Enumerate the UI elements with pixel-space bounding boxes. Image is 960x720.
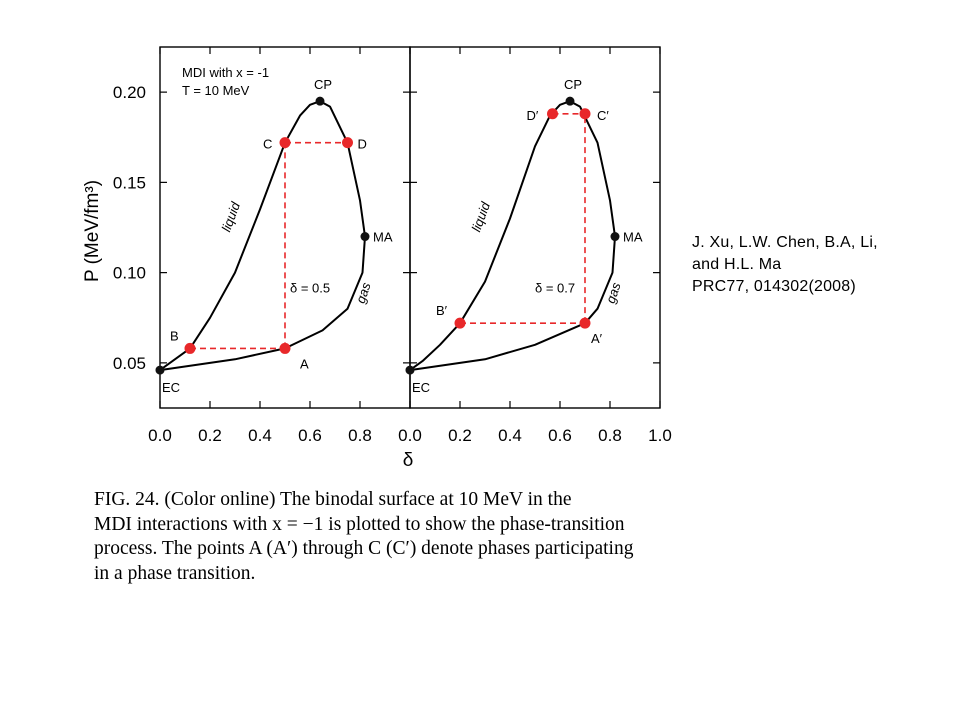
x-tick-label: 0.6 bbox=[548, 426, 572, 445]
point-label: MA bbox=[373, 230, 393, 245]
point-label: A′ bbox=[591, 331, 603, 346]
point-cp bbox=[315, 96, 325, 106]
citation: J. Xu, L.W. Chen, B.A, Li, and H.L. Ma P… bbox=[692, 232, 954, 298]
chart-panel-left: 0.0 0.2 0.4 0.6 0.8 0.05 0.10 0.15 0.20 A B C D CP MA E… bbox=[113, 46, 411, 445]
point-a-prime bbox=[579, 317, 591, 329]
point-ec bbox=[405, 365, 415, 375]
x-tick-label: 0.8 bbox=[348, 426, 372, 445]
y-tick-label: 0.15 bbox=[113, 173, 146, 192]
y-tick-label: 0.05 bbox=[113, 354, 146, 373]
chart-panel-right: 0.0 0.2 0.4 0.6 0.8 1.0 A′ B′ C′ D′ CP MA EC liquid ga… bbox=[398, 46, 672, 445]
y-tick-label: 0.20 bbox=[113, 83, 146, 102]
caption-line: in a phase transition. bbox=[94, 562, 256, 584]
point-label: D bbox=[358, 137, 367, 152]
point-label: EC bbox=[162, 380, 180, 395]
curve-label-liquid: liquid bbox=[219, 199, 244, 233]
binodal-curve bbox=[159, 100, 366, 372]
point-label: EC bbox=[412, 380, 430, 395]
x-tick-label: 0.0 bbox=[148, 426, 172, 445]
x-axis-label: δ bbox=[403, 450, 414, 471]
point-d bbox=[342, 137, 353, 149]
binodal-curve bbox=[409, 100, 616, 372]
point-ma bbox=[360, 232, 370, 242]
point-c bbox=[279, 137, 291, 149]
x-tick-label: 0.2 bbox=[448, 426, 472, 445]
point-c-prime bbox=[579, 108, 591, 120]
delta-label: δ = 0.7 bbox=[535, 280, 575, 295]
binodal-figure: 0.0 0.2 0.4 0.6 0.8 0.05 0.10 0.15 0.20 A B C D CP MA E… bbox=[82, 46, 672, 471]
point-label: A bbox=[300, 356, 309, 371]
figure-caption: FIG. 24. (Color online) The binodal surf… bbox=[94, 488, 704, 586]
x-tick-label: 1.0 bbox=[648, 426, 672, 445]
point-label: B′ bbox=[436, 303, 448, 318]
curve-label-liquid: liquid bbox=[469, 199, 494, 233]
x-tick-label: 0.2 bbox=[198, 426, 222, 445]
y-tick-label: 0.10 bbox=[113, 264, 146, 283]
curve-label-gas: gas bbox=[603, 280, 624, 305]
point-label: C′ bbox=[597, 108, 609, 123]
point-b-prime bbox=[454, 317, 466, 329]
point-label: B bbox=[170, 328, 179, 343]
point-label: D′ bbox=[527, 108, 539, 123]
x-tick-label: 0.8 bbox=[598, 426, 622, 445]
point-label: C bbox=[263, 137, 272, 152]
citation-line: and H.L. Ma bbox=[692, 256, 782, 273]
annotation-line: T = 10 MeV bbox=[182, 83, 250, 98]
point-a bbox=[279, 342, 291, 354]
caption-line: MDI interactions with x = −1 is plotted … bbox=[94, 513, 625, 535]
citation-line: PRC77, 014302(2008) bbox=[692, 278, 856, 295]
x-tick-label: 0.4 bbox=[248, 426, 272, 445]
point-b bbox=[184, 342, 196, 354]
x-tick-label: 0.6 bbox=[298, 426, 322, 445]
point-cp bbox=[565, 96, 575, 106]
plot-frame bbox=[409, 46, 661, 409]
delta-label: δ = 0.5 bbox=[290, 280, 330, 295]
point-ec bbox=[155, 365, 165, 375]
point-d-prime bbox=[547, 108, 558, 120]
point-label: CP bbox=[314, 77, 332, 92]
curve-label-gas: gas bbox=[353, 280, 374, 305]
annotation-line: MDI with x = -1 bbox=[182, 65, 269, 80]
x-tick-label: 0.0 bbox=[398, 426, 422, 445]
caption-line: FIG. 24. (Color online) The binodal surf… bbox=[94, 489, 572, 510]
point-label: MA bbox=[623, 230, 643, 245]
citation-line: J. Xu, L.W. Chen, B.A, Li, bbox=[692, 234, 878, 251]
point-label: CP bbox=[564, 77, 582, 92]
y-axis-label: P (MeV/fm³) bbox=[82, 180, 103, 282]
caption-line: process. The points A (A′) through C (C′… bbox=[94, 538, 634, 559]
point-ma bbox=[610, 232, 620, 242]
x-tick-label: 0.4 bbox=[498, 426, 522, 445]
